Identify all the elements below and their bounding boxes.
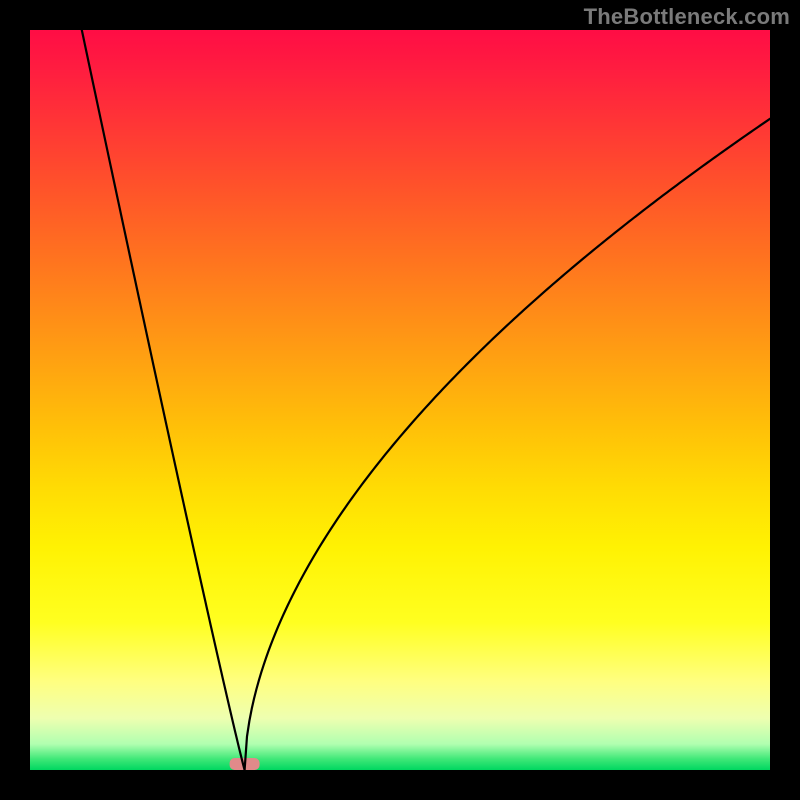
watermark-text: TheBottleneck.com — [584, 4, 790, 30]
plot-area — [30, 30, 770, 770]
plot-svg — [30, 30, 770, 770]
background-rect — [30, 30, 770, 770]
chart-frame: TheBottleneck.com — [0, 0, 800, 800]
